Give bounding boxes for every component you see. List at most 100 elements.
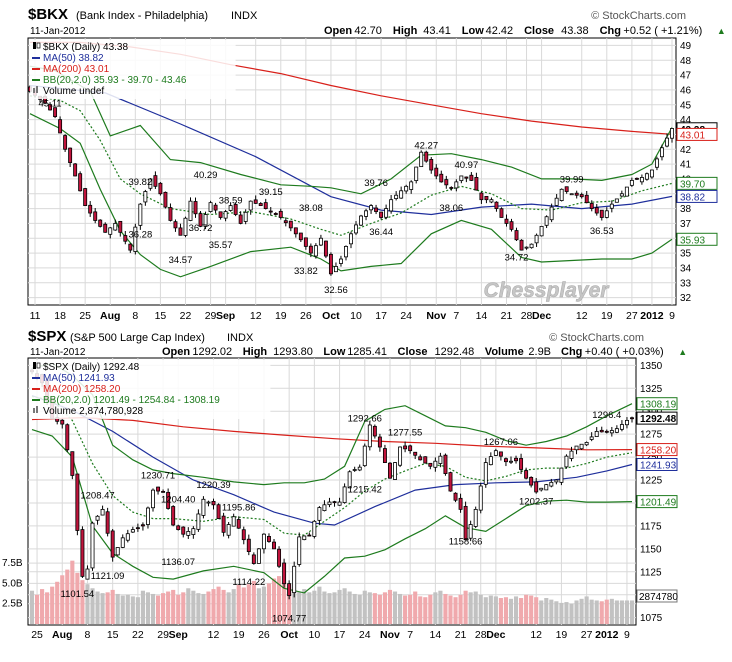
value-tag-box [676,176,718,190]
x-tick-label: 10 [309,629,321,641]
y-tick-label: 46 [680,85,692,96]
candle-body [196,513,201,530]
candle-body [287,583,292,597]
price-annotation: 39.15 [259,187,283,198]
candle-body [105,511,110,534]
ohlc-label: Close [524,25,554,37]
candle-body [143,191,148,203]
value-tag-label: 39.70 [680,179,705,190]
candle-body [453,492,458,501]
volume-bar [614,600,619,624]
price-annotation: 1114.22 [232,577,265,588]
volume-bar [508,598,514,624]
candle-body [323,240,328,257]
legend-candle-icon [33,42,36,49]
candle-body [344,246,348,258]
candle-body [148,178,153,189]
y-tick-label: 1175 [640,521,662,532]
candle-body [80,529,85,577]
value-tag-box [636,457,678,471]
x-tick-label: 19 [233,629,245,641]
watermark: Chessplayer [484,279,611,302]
x-tick-label: 12 [208,629,220,641]
candle-body [544,484,549,491]
price-annotation: 42.27 [414,141,438,152]
volume-bar [377,594,382,624]
candle-body [93,211,98,221]
candle-body [293,227,298,235]
spx-brand: © StockCharts.com [549,332,644,344]
value-tag-box [676,232,718,246]
ohlc-value: 2.9B [528,346,551,358]
ohlc-value: 43.41 [423,25,451,37]
ohlc-value: 42.70 [354,25,382,37]
candle-body [168,207,173,221]
candle-body [146,507,150,525]
candle-body [404,185,409,192]
bb-upper-line [31,362,633,486]
candle-body [48,104,53,111]
x-tick-label: Nov [426,310,446,322]
volume-bar [428,594,433,624]
candle-body [75,473,80,531]
candle-body [125,533,130,541]
candle-body [458,497,463,510]
price-annotation: 1195.86 [222,502,256,513]
x-tick-label: 2012 [640,310,664,322]
volume-bar [574,600,579,624]
volume-bar [181,592,186,624]
ohlc-label: Low [462,25,484,37]
candle-body [414,166,419,181]
ohlc-value: 1285.41 [347,346,387,358]
volume-bar [40,589,45,624]
candle-body [418,456,423,461]
x-tick-label: Dec [486,629,505,641]
y-tick-label: 1325 [640,384,663,395]
candle-body [574,445,579,451]
candle-body [63,135,68,150]
x-tick-label: Sep [216,310,235,322]
candle-body [53,107,58,118]
candle-body [233,204,238,215]
value-tag-box [636,495,678,509]
x-tick-label: 2012 [595,629,619,641]
candle-body [322,504,327,512]
x-tick-label: 19 [601,310,613,322]
candle-body [524,470,529,479]
candle-body [544,216,549,226]
x-tick-label: 19 [275,310,287,322]
volume-bar [221,589,226,624]
volume-bar [266,583,272,624]
volume-bar [604,599,609,624]
candle-body [403,445,408,450]
candle-body [665,137,669,147]
volume-bar [579,598,584,624]
legend-volume-icon [33,88,35,93]
volume-layer [29,560,635,624]
candle-body [308,245,313,254]
volume-bar [418,596,423,624]
volume-bar [287,587,292,624]
x-tick-label: 8 [85,629,91,641]
volume-bar [382,592,388,624]
candle-body [524,246,529,249]
volume-bar [539,600,544,624]
candle-body [312,520,317,537]
volume-bar [60,575,65,624]
volume-bar [463,590,468,624]
volume-bar [307,592,312,624]
ohlc-value: +0.40 ( +0.03%) [585,346,664,358]
volume-bar [201,593,206,624]
candle-body [78,173,83,192]
volume-bar [130,596,135,624]
ma200-line [31,416,633,451]
volume-bar [332,592,337,624]
x-tick-label: 21 [501,310,513,322]
candle-body [433,460,438,468]
ohlc-value: 42.42 [486,25,514,37]
legend-label: Volume 2,874,780,928 [43,406,144,417]
x-tick-label: 22 [132,629,144,641]
candle-body [514,230,519,241]
candle-body [584,442,589,446]
